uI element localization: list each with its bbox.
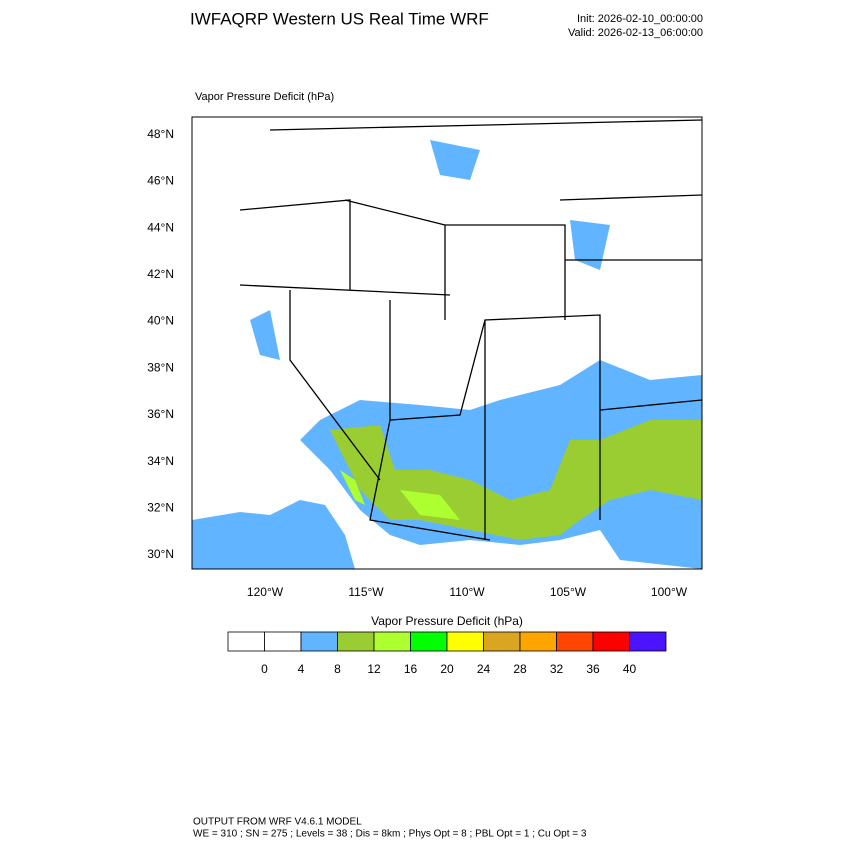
lat-labels: 30°N 32°N 34°N 36°N 38°N 40°N 42°N 44°N 46°N 48°N — [147, 127, 174, 561]
colorbar-label: 32 — [550, 662, 564, 676]
vpd-area-high — [340, 470, 460, 520]
lon-label: 110°W — [449, 585, 485, 599]
colorbar-box — [446, 631, 484, 652]
footer-line2: WE = 310 ; SN = 275 ; Levels = 38 ; Dis … — [193, 829, 587, 840]
colorbar-box — [629, 631, 667, 652]
field-label: Vapor Pressure Deficit (hPa) — [195, 91, 334, 103]
map-frame — [191, 116, 703, 570]
lat-label: 44°N — [147, 220, 174, 234]
colorbar-box — [556, 631, 594, 652]
lat-label: 38°N — [147, 360, 174, 374]
colorbar: 0 4 8 12 16 20 24 28 32 36 40 — [227, 631, 667, 676]
colorbar-box — [373, 631, 411, 652]
lat-label: 32°N — [147, 500, 174, 514]
colorbar-label: 16 — [404, 662, 418, 676]
colorbar-box — [264, 631, 302, 652]
lat-label: 36°N — [147, 407, 174, 421]
colorbar-label: 8 — [334, 662, 341, 676]
lat-label: 40°N — [147, 314, 174, 328]
lon-label: 100°W — [651, 585, 688, 599]
colorbar-label: 40 — [623, 662, 637, 676]
colorbar-box — [592, 631, 630, 652]
ocean — [192, 500, 355, 569]
init-time: Init: 2026-02-10_00:00:00 — [577, 13, 703, 25]
lat-label: 30°N — [147, 547, 174, 561]
colorbar-label: 24 — [477, 662, 491, 676]
colorbar-label: 0 — [261, 662, 268, 676]
footer-line1: OUTPUT FROM WRF V4.6.1 MODEL — [193, 817, 362, 828]
lat-label: 34°N — [147, 454, 174, 468]
colorbar-label: 20 — [440, 662, 454, 676]
colorbar-box — [519, 631, 557, 652]
valid-time: Valid: 2026-02-13_06:00:00 — [568, 27, 703, 39]
colorbar-box — [337, 631, 375, 652]
lat-label: 46°N — [147, 174, 174, 188]
colorbar-box — [227, 631, 265, 652]
lon-label: 115°W — [348, 585, 384, 599]
lat-label: 42°N — [147, 267, 174, 281]
lat-label: 48°N — [147, 127, 174, 141]
lon-label: 105°W — [550, 585, 587, 599]
lon-labels: 120°W 115°W 110°W 105°W 100°W — [247, 585, 688, 599]
map — [191, 116, 703, 570]
lon-label: 120°W — [247, 585, 284, 599]
colorbar-label: 36 — [586, 662, 600, 676]
colorbar-label: 28 — [513, 662, 527, 676]
colorbar-title: Vapor Pressure Deficit (hPa) — [371, 614, 523, 628]
title: IWFAQRP Western US Real Time WRF — [190, 9, 489, 28]
colorbar-box — [483, 631, 521, 652]
state-borders — [239, 119, 703, 541]
colorbar-label: 12 — [367, 662, 381, 676]
colorbar-box — [300, 631, 338, 652]
colorbar-box — [410, 631, 448, 652]
colorbar-label: 4 — [298, 662, 305, 676]
